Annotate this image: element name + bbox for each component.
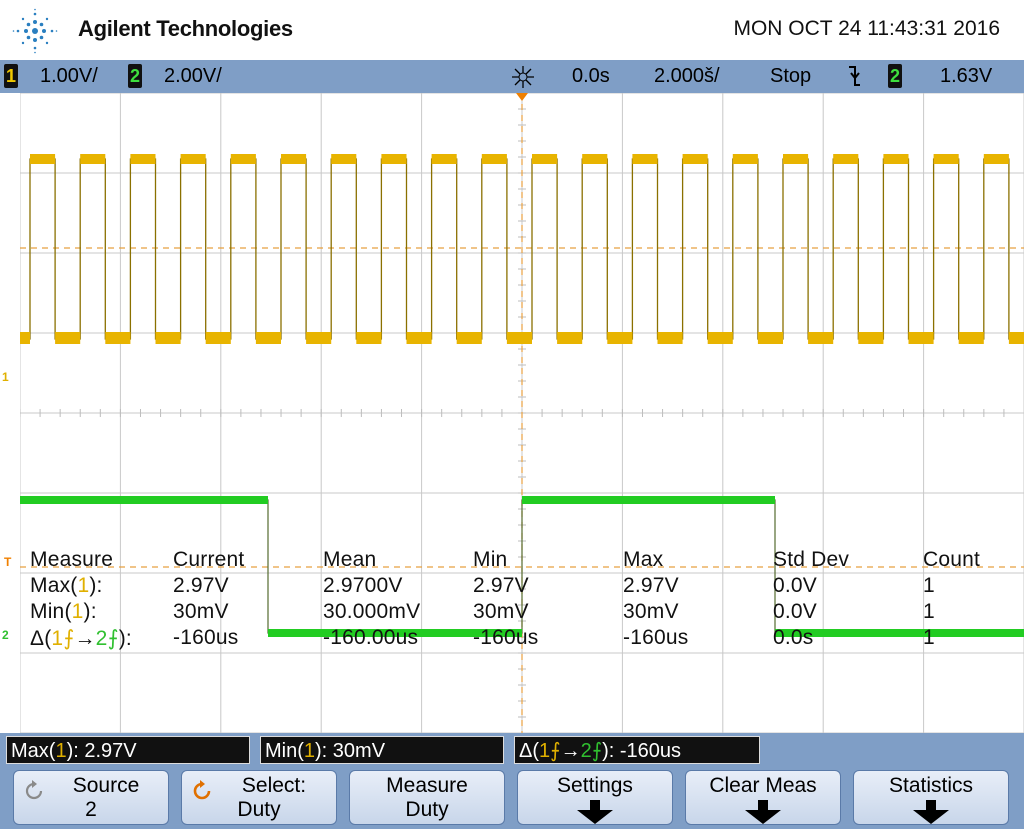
header: Agilent Technologies MON OCT 24 11:43:31… bbox=[0, 0, 1024, 60]
settings-label: Settings bbox=[557, 774, 633, 797]
trigger-spark-icon bbox=[510, 64, 536, 96]
result-delay[interactable]: Δ(1⨍→2⨍): -160us bbox=[514, 736, 760, 764]
trigger-source[interactable]: 2 bbox=[888, 64, 902, 88]
waveform-display[interactable] bbox=[20, 93, 1024, 733]
select-softkey[interactable]: Select: Duty bbox=[181, 770, 337, 825]
measure-value: Duty bbox=[405, 798, 449, 821]
falling-edge-icon bbox=[846, 64, 862, 94]
status-bar: 1 1.00V/ 2 2.00V/ 0.0s 2.000š/ Stop 2 1.… bbox=[0, 60, 1024, 93]
ch1-scale: 1.00V/ bbox=[40, 65, 98, 87]
select-label: Select: bbox=[241, 774, 307, 797]
ch2-waveform bbox=[20, 496, 1024, 637]
ch1-waveform bbox=[20, 154, 1024, 344]
clear-meas-label: Clear Meas bbox=[709, 774, 817, 797]
softkey-bar: Source 2 Select: Duty Measure Duty Setti… bbox=[0, 767, 1024, 829]
date-time: MON OCT 24 11:43:31 2016 bbox=[733, 17, 1000, 40]
rotate-icon bbox=[25, 780, 43, 800]
source-value: 2 bbox=[85, 798, 97, 821]
horizontal-delay: 0.0s bbox=[572, 65, 610, 87]
source-label: Source bbox=[72, 774, 140, 797]
ch1-indicator[interactable]: 1 bbox=[4, 64, 18, 88]
graticule bbox=[20, 93, 1024, 733]
source-softkey[interactable]: Source 2 bbox=[13, 770, 169, 825]
measurement-results-bar: Max(1): 2.97V Min(1): 30mV Δ(1⨍→2⨍): -16… bbox=[0, 733, 1024, 767]
result-min[interactable]: Min(1): 30mV bbox=[260, 736, 504, 764]
ch2-indicator[interactable]: 2 bbox=[128, 64, 142, 88]
rotate-icon bbox=[193, 780, 211, 800]
timebase: 2.000š/ bbox=[654, 65, 720, 87]
clear-meas-softkey[interactable]: Clear Meas bbox=[685, 770, 841, 825]
trigger-position-marker bbox=[516, 93, 528, 101]
ch2-ground-marker[interactable]: 2 bbox=[2, 628, 9, 642]
submenu-arrow-icon bbox=[745, 800, 781, 824]
measure-label: Measure bbox=[386, 774, 468, 797]
ch2-scale: 2.00V/ bbox=[164, 65, 222, 87]
submenu-arrow-icon bbox=[577, 800, 613, 824]
ch1-ground-marker[interactable]: 1 bbox=[2, 370, 9, 384]
result-max[interactable]: Max(1): 2.97V bbox=[6, 736, 250, 764]
settings-softkey[interactable]: Settings bbox=[517, 770, 673, 825]
run-state: Stop bbox=[770, 65, 812, 87]
brand-name: Agilent Technologies bbox=[78, 16, 293, 41]
statistics-label: Statistics bbox=[888, 774, 974, 797]
submenu-arrow-icon bbox=[913, 800, 949, 824]
measure-softkey[interactable]: Measure Duty bbox=[349, 770, 505, 825]
statistics-softkey[interactable]: Statistics bbox=[853, 770, 1009, 825]
trigger-level: 1.63V bbox=[940, 65, 993, 87]
select-value: Duty bbox=[237, 798, 281, 821]
trigger-level-marker[interactable]: T bbox=[4, 555, 12, 569]
agilent-spark-icon bbox=[12, 8, 58, 54]
